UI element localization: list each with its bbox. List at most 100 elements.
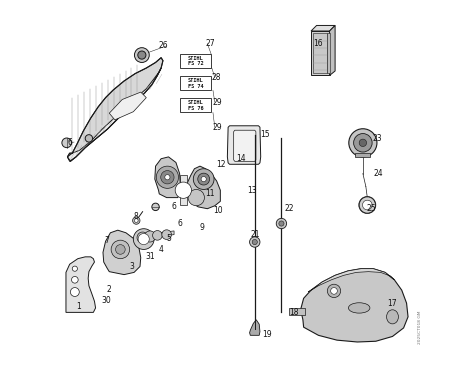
Text: 6: 6 <box>177 219 182 228</box>
Circle shape <box>71 288 79 297</box>
Circle shape <box>85 135 92 142</box>
Circle shape <box>162 230 172 239</box>
Polygon shape <box>329 25 335 75</box>
Bar <box>180 76 211 90</box>
Circle shape <box>138 51 146 59</box>
Circle shape <box>359 197 375 213</box>
Circle shape <box>276 218 287 229</box>
Circle shape <box>363 200 372 210</box>
Circle shape <box>152 203 159 211</box>
Circle shape <box>72 276 78 283</box>
Text: 30: 30 <box>102 296 111 305</box>
Bar <box>180 98 211 112</box>
Circle shape <box>175 182 191 198</box>
Text: 2: 2 <box>107 285 112 294</box>
Text: 12: 12 <box>217 160 226 169</box>
Text: STIHL
FS 74: STIHL FS 74 <box>188 78 203 89</box>
Circle shape <box>188 189 204 206</box>
Text: 29: 29 <box>213 98 223 107</box>
Polygon shape <box>137 231 174 239</box>
Text: 23: 23 <box>373 134 383 143</box>
Circle shape <box>62 138 72 148</box>
Text: 18: 18 <box>290 308 299 317</box>
Circle shape <box>133 217 140 224</box>
Circle shape <box>145 231 155 242</box>
Polygon shape <box>301 269 408 342</box>
Text: 9: 9 <box>200 223 204 232</box>
Polygon shape <box>308 269 394 292</box>
Circle shape <box>111 240 129 259</box>
Circle shape <box>135 219 138 222</box>
Polygon shape <box>250 320 260 335</box>
Ellipse shape <box>348 303 370 313</box>
Circle shape <box>198 173 210 185</box>
Circle shape <box>331 288 337 294</box>
Text: 7: 7 <box>104 236 109 245</box>
Circle shape <box>349 129 377 157</box>
Text: 19: 19 <box>262 330 272 339</box>
Text: 13: 13 <box>247 186 256 195</box>
Ellipse shape <box>387 310 399 324</box>
Text: 8: 8 <box>134 211 139 220</box>
Text: 21: 21 <box>250 230 260 239</box>
Text: 14: 14 <box>236 154 246 163</box>
Polygon shape <box>66 257 96 312</box>
Text: 31: 31 <box>145 253 155 261</box>
Text: 24: 24 <box>374 169 383 178</box>
Text: 26: 26 <box>158 41 168 50</box>
Text: 11: 11 <box>206 189 215 198</box>
Circle shape <box>250 237 260 247</box>
Polygon shape <box>356 153 370 157</box>
Circle shape <box>137 232 148 243</box>
Circle shape <box>359 139 366 147</box>
Circle shape <box>328 284 341 298</box>
Text: 6: 6 <box>67 138 72 147</box>
Circle shape <box>153 231 162 240</box>
Circle shape <box>165 175 170 180</box>
Text: 29: 29 <box>213 123 223 132</box>
Polygon shape <box>311 31 329 75</box>
Bar <box>313 33 328 73</box>
Circle shape <box>354 134 372 152</box>
Circle shape <box>193 169 214 189</box>
Polygon shape <box>109 92 146 120</box>
Text: 16: 16 <box>314 40 323 48</box>
Polygon shape <box>67 68 161 162</box>
Polygon shape <box>187 166 220 209</box>
Text: 27: 27 <box>206 39 215 48</box>
Polygon shape <box>180 175 187 205</box>
Polygon shape <box>228 126 261 164</box>
Circle shape <box>252 239 257 245</box>
Text: STIHL
FS 72: STIHL FS 72 <box>188 56 203 66</box>
Polygon shape <box>155 157 181 198</box>
Text: 5: 5 <box>166 234 171 243</box>
Text: 28: 28 <box>212 73 221 82</box>
Circle shape <box>156 166 179 188</box>
Text: 2025CT018 GM: 2025CT018 GM <box>418 310 422 344</box>
Circle shape <box>72 266 77 271</box>
Text: 10: 10 <box>213 206 223 215</box>
Circle shape <box>133 229 154 250</box>
Circle shape <box>135 48 149 62</box>
Polygon shape <box>234 130 256 162</box>
Text: 4: 4 <box>159 245 164 254</box>
Circle shape <box>138 233 149 245</box>
Polygon shape <box>103 230 141 275</box>
Polygon shape <box>311 25 335 31</box>
Polygon shape <box>67 58 163 162</box>
Bar <box>180 54 211 68</box>
Text: 1: 1 <box>76 303 81 311</box>
Text: 15: 15 <box>260 130 270 139</box>
Circle shape <box>201 176 206 182</box>
Text: 6: 6 <box>172 203 176 211</box>
Circle shape <box>161 170 174 184</box>
Bar <box>328 33 329 73</box>
Text: 3: 3 <box>129 261 134 270</box>
Text: 17: 17 <box>388 299 397 308</box>
Circle shape <box>279 221 284 226</box>
Bar <box>289 308 305 315</box>
Text: STIHL
FS 76: STIHL FS 76 <box>188 100 203 111</box>
Text: 22: 22 <box>284 204 293 213</box>
Circle shape <box>116 245 125 254</box>
Text: 25: 25 <box>366 204 376 213</box>
